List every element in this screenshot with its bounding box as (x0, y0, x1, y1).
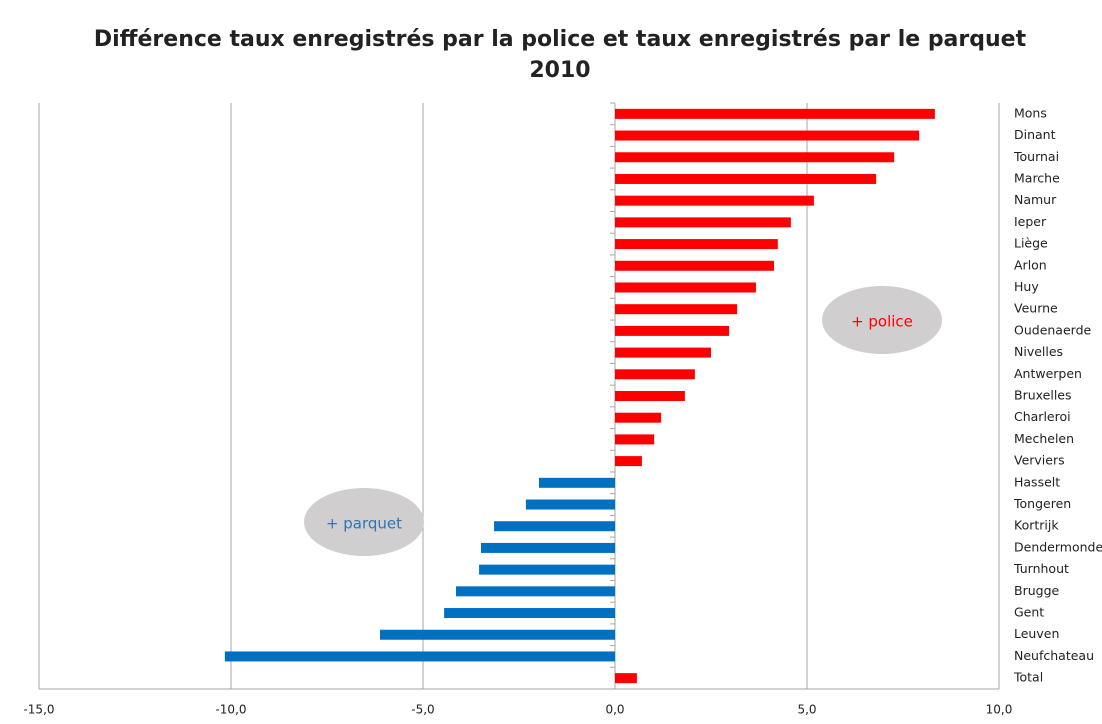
category-label: Hasselt (1014, 474, 1060, 489)
category-label: Neufchateau (1014, 648, 1094, 663)
category-label: Nivelles (1014, 344, 1063, 359)
category-label: Mechelen (1014, 431, 1074, 446)
x-tick-label: 5,0 (797, 703, 816, 717)
bar (444, 608, 615, 619)
category-label: Verviers (1014, 453, 1065, 468)
bar (615, 152, 895, 163)
bar (615, 673, 637, 684)
bar (615, 391, 685, 401)
bar (379, 629, 615, 640)
annotation-bubble (304, 488, 424, 556)
chart-subtitle: 2010 (529, 58, 590, 83)
category-label: Dendermonde (1014, 539, 1102, 554)
category-label: Kortrijk (1014, 518, 1059, 533)
bar (494, 521, 615, 532)
annotation-text: + police (851, 313, 913, 331)
bar (615, 434, 655, 445)
bar (615, 130, 920, 141)
bar (480, 542, 615, 553)
bar (615, 456, 642, 467)
category-label: Tongeren (1013, 496, 1071, 511)
bar (615, 260, 774, 271)
category-label: Antwerpen (1014, 366, 1082, 381)
x-tick-label: 10,0 (986, 703, 1013, 717)
category-label: Bruxelles (1014, 388, 1072, 403)
bar (615, 239, 778, 250)
category-label: Arlon (1014, 257, 1047, 272)
bar (224, 651, 615, 662)
category-label: Liège (1014, 236, 1048, 251)
category-label: Veurne (1014, 301, 1058, 316)
bar (538, 477, 615, 488)
x-tick-label: -15,0 (23, 703, 54, 717)
bar (615, 412, 662, 423)
x-tick-label: -5,0 (411, 703, 434, 717)
category-label: Total (1013, 670, 1043, 685)
bar (525, 499, 615, 510)
annotation-bubble (822, 286, 942, 354)
annotation-text: + parquet (326, 515, 402, 533)
category-label: Tournai (1013, 149, 1059, 164)
bar (615, 108, 935, 119)
bar (615, 347, 711, 358)
x-tick-label: 0,0 (605, 703, 624, 717)
category-label: Brugge (1014, 583, 1060, 598)
bar (479, 564, 615, 575)
x-tick-label: -10,0 (215, 703, 246, 717)
category-label: Oudenaerde (1014, 322, 1092, 337)
category-label: Namur (1014, 192, 1057, 207)
bar (615, 173, 877, 184)
bar (615, 195, 814, 206)
category-label: Mons (1014, 105, 1047, 120)
category-label: Turnhout (1013, 561, 1069, 576)
category-label: Ieper (1014, 214, 1047, 229)
bar (615, 369, 695, 380)
category-label: Marche (1014, 170, 1060, 185)
bar (615, 304, 738, 315)
bar (615, 325, 730, 336)
bar (615, 282, 756, 293)
category-label: Dinant (1014, 127, 1056, 142)
category-label: Leuven (1014, 626, 1059, 641)
category-label: Huy (1014, 279, 1039, 294)
bar (615, 217, 791, 228)
category-label: Gent (1014, 605, 1044, 620)
bar (456, 586, 615, 597)
category-label: Charleroi (1014, 409, 1071, 424)
chart-title: Différence taux enregistrés par la polic… (94, 27, 1027, 52)
